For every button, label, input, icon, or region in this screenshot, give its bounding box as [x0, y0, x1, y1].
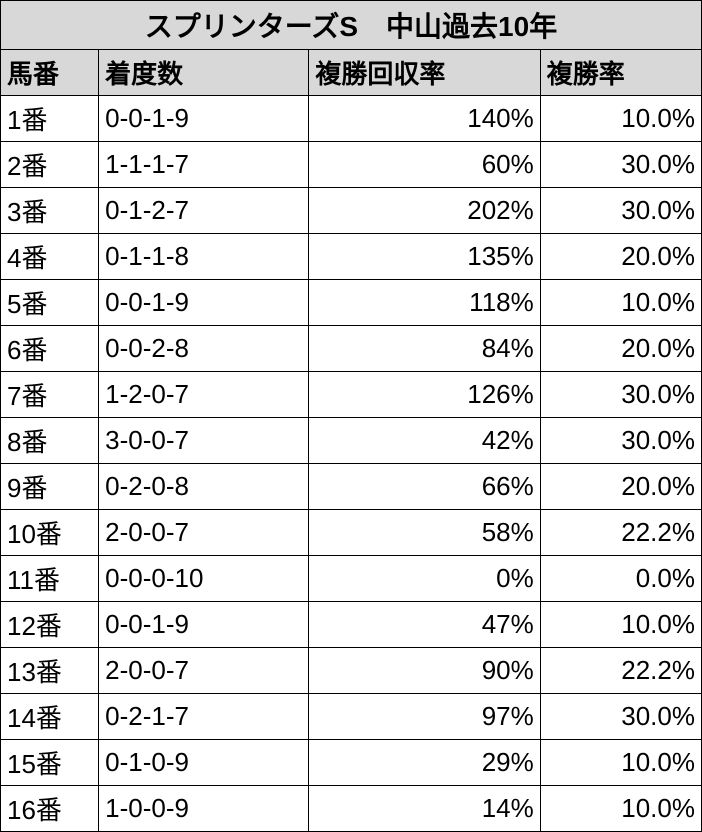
cell-recovery: 42% [309, 418, 540, 464]
cell-chaku: 0-2-0-8 [99, 464, 309, 510]
cell-rate: 22.2% [540, 510, 701, 556]
table-title-row: スプリンターズS 中山過去10年 [1, 1, 702, 50]
cell-uma: 8番 [1, 418, 99, 464]
table-row: 15番0-1-0-929%10.0% [1, 740, 702, 786]
cell-recovery: 66% [309, 464, 540, 510]
cell-uma: 15番 [1, 740, 99, 786]
cell-uma: 12番 [1, 602, 99, 648]
cell-rate: 30.0% [540, 142, 701, 188]
cell-recovery: 126% [309, 372, 540, 418]
table-row: 5番0-0-1-9118%10.0% [1, 280, 702, 326]
cell-rate: 20.0% [540, 234, 701, 280]
table-row: 9番0-2-0-866%20.0% [1, 464, 702, 510]
cell-uma: 2番 [1, 142, 99, 188]
cell-chaku: 0-1-2-7 [99, 188, 309, 234]
cell-uma: 14番 [1, 694, 99, 740]
cell-recovery: 90% [309, 648, 540, 694]
cell-uma: 16番 [1, 786, 99, 832]
table-header-row: 馬番 着度数 複勝回収率 複勝率 [1, 50, 702, 96]
cell-rate: 30.0% [540, 372, 701, 418]
stats-table: スプリンターズS 中山過去10年 馬番 着度数 複勝回収率 複勝率 1番0-0-… [0, 0, 702, 832]
cell-chaku: 0-0-1-9 [99, 96, 309, 142]
table-row: 3番0-1-2-7202%30.0% [1, 188, 702, 234]
cell-uma: 5番 [1, 280, 99, 326]
col-header-recovery: 複勝回収率 [309, 50, 540, 96]
table-row: 11番0-0-0-100%0.0% [1, 556, 702, 602]
cell-chaku: 1-0-0-9 [99, 786, 309, 832]
cell-recovery: 84% [309, 326, 540, 372]
cell-recovery: 118% [309, 280, 540, 326]
cell-recovery: 202% [309, 188, 540, 234]
cell-recovery: 97% [309, 694, 540, 740]
table-row: 4番0-1-1-8135%20.0% [1, 234, 702, 280]
cell-rate: 0.0% [540, 556, 701, 602]
cell-recovery: 140% [309, 96, 540, 142]
cell-rate: 10.0% [540, 786, 701, 832]
cell-rate: 10.0% [540, 740, 701, 786]
cell-rate: 30.0% [540, 418, 701, 464]
cell-uma: 6番 [1, 326, 99, 372]
cell-recovery: 135% [309, 234, 540, 280]
cell-uma: 4番 [1, 234, 99, 280]
cell-chaku: 0-0-2-8 [99, 326, 309, 372]
cell-rate: 10.0% [540, 602, 701, 648]
cell-recovery: 0% [309, 556, 540, 602]
cell-chaku: 0-0-0-10 [99, 556, 309, 602]
cell-chaku: 1-1-1-7 [99, 142, 309, 188]
cell-uma: 3番 [1, 188, 99, 234]
table-row: 2番1-1-1-760%30.0% [1, 142, 702, 188]
cell-chaku: 0-2-1-7 [99, 694, 309, 740]
table-title: スプリンターズS 中山過去10年 [1, 1, 702, 50]
cell-chaku: 0-0-1-9 [99, 280, 309, 326]
cell-chaku: 2-0-0-7 [99, 648, 309, 694]
table-row: 1番0-0-1-9140%10.0% [1, 96, 702, 142]
cell-uma: 13番 [1, 648, 99, 694]
cell-rate: 30.0% [540, 694, 701, 740]
table-row: 10番2-0-0-758%22.2% [1, 510, 702, 556]
table-row: 16番1-0-0-914%10.0% [1, 786, 702, 832]
table-row: 14番0-2-1-797%30.0% [1, 694, 702, 740]
cell-rate: 20.0% [540, 326, 701, 372]
table-row: 13番2-0-0-790%22.2% [1, 648, 702, 694]
cell-chaku: 2-0-0-7 [99, 510, 309, 556]
table-row: 6番0-0-2-884%20.0% [1, 326, 702, 372]
col-header-chaku: 着度数 [99, 50, 309, 96]
cell-recovery: 47% [309, 602, 540, 648]
cell-chaku: 0-1-0-9 [99, 740, 309, 786]
cell-rate: 30.0% [540, 188, 701, 234]
cell-recovery: 29% [309, 740, 540, 786]
cell-rate: 10.0% [540, 96, 701, 142]
stats-table-container: スプリンターズS 中山過去10年 馬番 着度数 複勝回収率 複勝率 1番0-0-… [0, 0, 702, 832]
cell-uma: 9番 [1, 464, 99, 510]
table-body: 1番0-0-1-9140%10.0%2番1-1-1-760%30.0%3番0-1… [1, 96, 702, 832]
table-row: 8番3-0-0-742%30.0% [1, 418, 702, 464]
cell-recovery: 14% [309, 786, 540, 832]
cell-uma: 7番 [1, 372, 99, 418]
cell-recovery: 58% [309, 510, 540, 556]
cell-chaku: 0-0-1-9 [99, 602, 309, 648]
cell-rate: 10.0% [540, 280, 701, 326]
cell-chaku: 0-1-1-8 [99, 234, 309, 280]
cell-chaku: 1-2-0-7 [99, 372, 309, 418]
cell-uma: 1番 [1, 96, 99, 142]
cell-chaku: 3-0-0-7 [99, 418, 309, 464]
cell-uma: 11番 [1, 556, 99, 602]
table-row: 7番1-2-0-7126%30.0% [1, 372, 702, 418]
col-header-rate: 複勝率 [540, 50, 701, 96]
cell-uma: 10番 [1, 510, 99, 556]
cell-recovery: 60% [309, 142, 540, 188]
col-header-uma: 馬番 [1, 50, 99, 96]
cell-rate: 22.2% [540, 648, 701, 694]
cell-rate: 20.0% [540, 464, 701, 510]
table-row: 12番0-0-1-947%10.0% [1, 602, 702, 648]
